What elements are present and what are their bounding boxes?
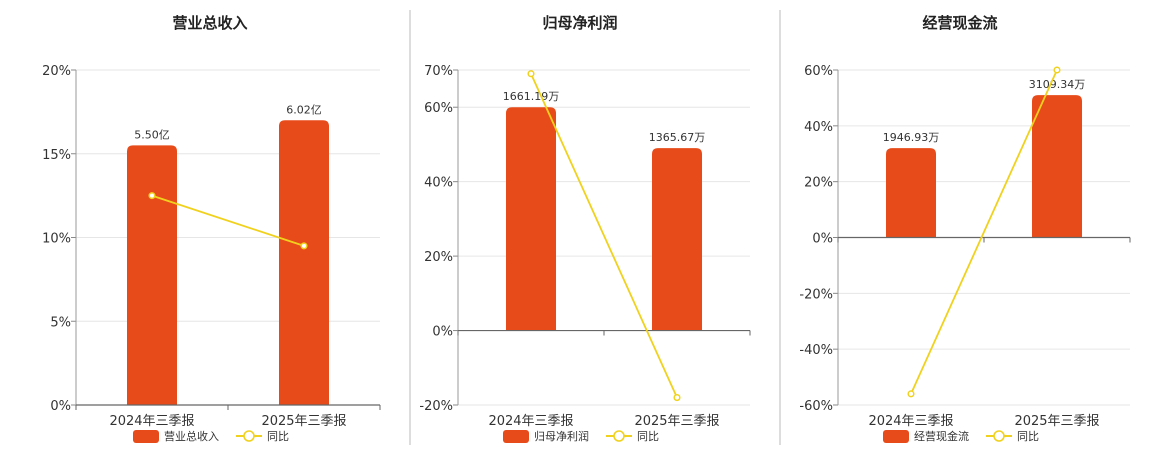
legend-line-marker: [243, 430, 255, 442]
chart-title: 归母净利润: [542, 14, 617, 32]
yoy-point: [1053, 66, 1061, 74]
legend-line-marker: [993, 430, 1005, 442]
bar: [127, 145, 177, 405]
legend-bar-label: 归母净利润: [534, 429, 589, 443]
bar: [886, 148, 936, 238]
y-tick-label: 20%: [804, 176, 833, 191]
bar: [1032, 95, 1082, 238]
x-tick-label: 2024年三季报: [868, 414, 953, 429]
legend-bar-swatch: [883, 430, 909, 443]
legend-line-label: 同比: [267, 430, 289, 443]
yoy-line: [910, 69, 1058, 395]
y-tick-label: -20%: [419, 399, 453, 414]
chart-panel-3: 经营现金流 -60% -40% -20% 0% 20% 40% 60% 1946.93万 3109…: [799, 14, 1131, 443]
yoy-point: [148, 192, 156, 200]
chart-title: 经营现金流: [922, 14, 997, 32]
legend-bar-swatch: [503, 430, 529, 443]
legend-line-label: 同比: [637, 430, 659, 443]
y-tick-label: 5%: [50, 315, 71, 330]
bar-value-label: 6.02亿: [286, 103, 322, 116]
yoy-point: [907, 390, 915, 398]
bar-value-label: 1661.19万: [503, 90, 560, 103]
y-tick-label: 0%: [812, 232, 833, 247]
x-tick-label: 2025年三季报: [634, 414, 719, 429]
legend-line-label: 同比: [1017, 430, 1039, 443]
y-tick-label: -60%: [799, 399, 833, 414]
x-tick-label: 2024年三季报: [109, 414, 194, 429]
y-tick-label: 10%: [42, 232, 71, 247]
legend-bar-swatch: [133, 430, 159, 443]
y-tick-label: 70%: [424, 64, 453, 79]
legend-bar-label: 经营现金流: [914, 429, 969, 443]
yoy-point: [300, 242, 308, 250]
yoy-line: [530, 73, 678, 398]
legend-bar-label: 营业总收入: [164, 429, 219, 443]
yoy-point: [527, 70, 535, 78]
bar: [652, 148, 702, 331]
x-tick-label: 2025年三季报: [1014, 414, 1099, 429]
y-tick-label: 15%: [42, 148, 71, 163]
chart-title: 营业总收入: [172, 14, 247, 32]
y-tick-label: 60%: [424, 101, 453, 116]
y-tick-label: -20%: [799, 287, 833, 302]
bar-value-label: 1946.93万: [883, 131, 940, 144]
legend-line-marker: [613, 430, 625, 442]
bar-value-label: 3109.34万: [1029, 78, 1086, 91]
chart-panel-1: 营业总收入 0% 5% 10% 15% 20% 5.50亿 6.02亿 2024年三季报 2025…: [42, 14, 381, 443]
bar-value-label: 1365.67万: [649, 131, 706, 144]
y-tick-label: 20%: [42, 64, 71, 79]
y-tick-label: -40%: [799, 343, 833, 358]
x-tick-label: 2025年三季报: [261, 414, 346, 429]
y-tick-label: 20%: [424, 250, 453, 265]
yoy-point: [673, 394, 681, 402]
y-tick-label: 40%: [424, 176, 453, 191]
yoy-line: [151, 194, 305, 247]
bar: [506, 107, 556, 331]
y-tick-label: 0%: [50, 399, 71, 414]
y-tick-label: 60%: [804, 64, 833, 79]
bar: [279, 120, 329, 405]
x-tick-label: 2024年三季报: [488, 414, 573, 429]
bar-value-label: 5.50亿: [134, 128, 170, 141]
y-tick-label: 40%: [804, 120, 833, 135]
y-tick-label: 0%: [432, 325, 453, 340]
chart-panel-2: 归母净利润 -20% 0% 20% 40% 60% 70% 1661.19万 1365.67万 2…: [419, 14, 751, 443]
